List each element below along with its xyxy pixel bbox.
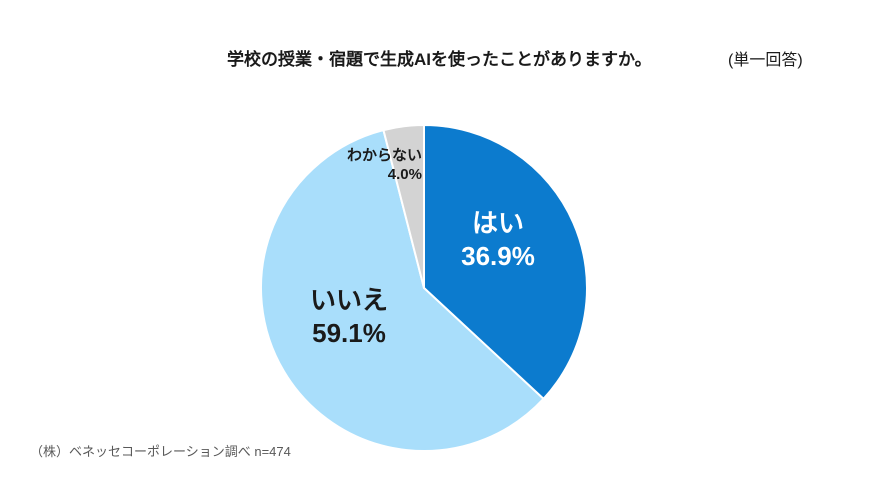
answer-type-note: (単一回答)	[728, 52, 803, 69]
pie-slice-no	[260, 129, 545, 452]
slice-label-no-pct: 59.1%	[312, 318, 386, 348]
slice-label-yes-pct: 36.9%	[461, 241, 535, 271]
pie-slice-unknown	[382, 124, 425, 289]
pie-slice-yes	[423, 124, 588, 400]
slice-label-no-text: いいえ	[309, 285, 389, 315]
slice-label-unknown-text: わからない	[346, 147, 422, 164]
pie-svg	[260, 124, 588, 452]
chart-title: 学校の授業・宿題で生成AIを使ったことがありますか。	[227, 50, 652, 69]
slice-label-unknown: わからない 4.0%	[347, 146, 422, 184]
slice-label-yes: はい 36.9%	[461, 207, 535, 273]
slice-label-unknown-pct: 4.0%	[387, 166, 422, 183]
slice-label-no: いいえ 59.1%	[310, 284, 388, 350]
source-note: （株）ベネッセコーポレーション調べ n=474	[30, 444, 291, 459]
pie-chart	[259, 123, 589, 453]
slice-label-yes-text: はい	[471, 208, 525, 238]
